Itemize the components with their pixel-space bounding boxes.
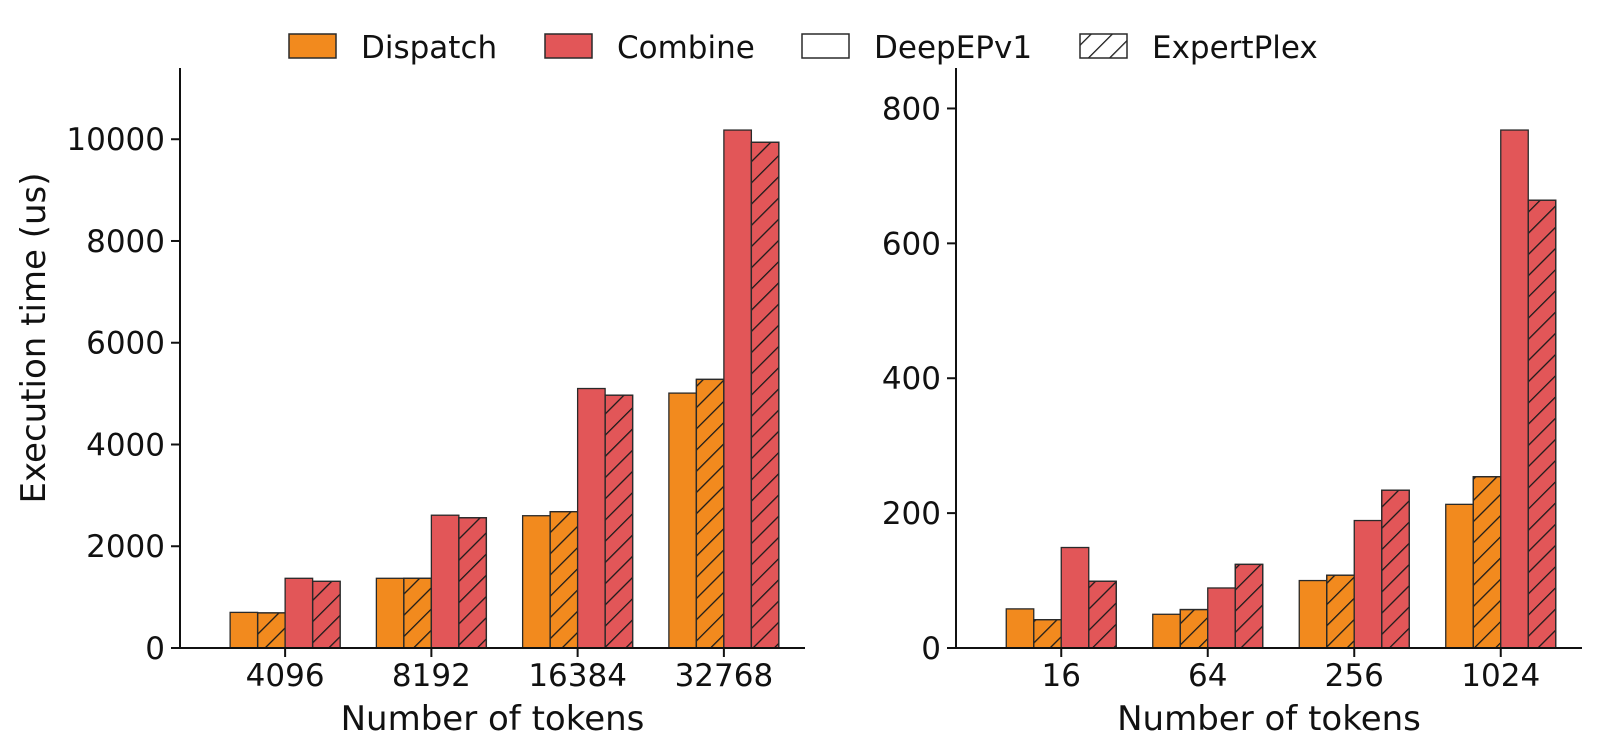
x-tick-label: 1024 bbox=[1461, 658, 1540, 694]
bar-dispatch-deepepv1-32768 bbox=[668, 392, 698, 649]
legend-swatch-expertplex bbox=[1079, 33, 1128, 59]
y-tick-label: 0 bbox=[145, 631, 165, 667]
x-tick-label: 16 bbox=[1042, 658, 1081, 694]
x-tick-label: 64 bbox=[1188, 658, 1227, 694]
bar-hatch-dispatch-expertplex-32768 bbox=[695, 378, 725, 649]
chart-legend: Dispatch Combine DeepEPv1 ExpertPlex bbox=[288, 30, 1318, 66]
bar-hatch-combine-expertplex-64 bbox=[1234, 563, 1264, 649]
bar-hatch-combine-expertplex-16384 bbox=[604, 394, 634, 649]
x-tick-label: 256 bbox=[1325, 658, 1384, 694]
bar-hatch-combine-expertplex-16 bbox=[1088, 580, 1117, 649]
bar-combine-deepepv1-64 bbox=[1207, 587, 1236, 649]
y-tick-label: 200 bbox=[882, 496, 941, 532]
bar-dispatch-deepepv1-256 bbox=[1298, 579, 1328, 649]
bar-combine-deepepv1-16 bbox=[1060, 546, 1090, 649]
bar-hatch-combine-expertplex-4096 bbox=[311, 580, 341, 649]
x-tick-label: 32768 bbox=[675, 658, 774, 694]
y-axis-label: Execution time (us) bbox=[14, 172, 54, 503]
bar-hatch-dispatch-expertplex-1024 bbox=[1472, 476, 1502, 649]
y-tick-label: 2000 bbox=[86, 529, 165, 565]
bar-hatch-dispatch-expertplex-16384 bbox=[549, 510, 579, 649]
bar-combine-deepepv1-32768 bbox=[723, 129, 753, 649]
x-axis-label: Number of tokens bbox=[1117, 699, 1421, 739]
bar-combine-deepepv1-1024 bbox=[1500, 129, 1529, 649]
bar-hatch-dispatch-expertplex-256 bbox=[1326, 574, 1355, 649]
bar-hatch-dispatch-expertplex-16 bbox=[1033, 619, 1062, 649]
bar-combine-deepepv1-16384 bbox=[576, 387, 606, 649]
bar-hatch-dispatch-expertplex-8192 bbox=[403, 577, 433, 649]
bar-combine-deepepv1-4096 bbox=[284, 577, 314, 649]
x-tick-label: 8192 bbox=[392, 658, 471, 694]
bar-hatch-combine-expertplex-1024 bbox=[1527, 199, 1557, 649]
bar-hatch-combine-expertplex-8192 bbox=[458, 517, 488, 649]
y-tick-label: 10000 bbox=[66, 122, 165, 158]
bar-dispatch-deepepv1-16384 bbox=[521, 515, 551, 649]
chart-panel-left: 0 2000 4000 6000 8000 10000 4096 8192 16384 32768… bbox=[14, 68, 805, 739]
bar-dispatch-deepepv1-1024 bbox=[1445, 503, 1474, 649]
bar-combine-deepepv1-256 bbox=[1353, 519, 1383, 649]
y-tick-label: 0 bbox=[921, 631, 941, 667]
legend-label-expertplex: ExpertPlex bbox=[1152, 30, 1318, 66]
bar-hatch-combine-expertplex-256 bbox=[1381, 489, 1410, 649]
y-tick-label: 8000 bbox=[86, 224, 165, 260]
legend-swatch-deepepv1 bbox=[801, 33, 850, 59]
bar-dispatch-deepepv1-4096 bbox=[229, 611, 259, 649]
bar-hatch-dispatch-expertplex-4096 bbox=[256, 612, 286, 649]
legend-swatch-dispatch bbox=[288, 33, 337, 59]
y-tick-label: 600 bbox=[882, 226, 941, 262]
y-tick-label: 800 bbox=[882, 91, 941, 127]
y-tick-label: 400 bbox=[882, 361, 941, 397]
bar-dispatch-deepepv1-64 bbox=[1152, 613, 1181, 649]
legend-label-deepepv1: DeepEPv1 bbox=[874, 30, 1032, 66]
y-tick-label: 6000 bbox=[86, 326, 165, 362]
x-tick-label: 16384 bbox=[528, 658, 627, 694]
bar-hatch-combine-expertplex-32768 bbox=[750, 141, 780, 649]
legend-label-dispatch: Dispatch bbox=[361, 30, 497, 66]
x-tick-label: 4096 bbox=[246, 658, 325, 694]
chart-panel-right: 0 200 400 600 800 16 64 256 1024 Number of tokens bbox=[882, 68, 1582, 739]
legend-swatch-combine bbox=[544, 33, 593, 59]
y-tick-label: 4000 bbox=[86, 427, 165, 463]
bar-combine-deepepv1-8192 bbox=[430, 514, 460, 649]
bar-dispatch-deepepv1-8192 bbox=[375, 577, 405, 649]
legend-label-combine: Combine bbox=[617, 30, 755, 66]
bar-dispatch-deepepv1-16 bbox=[1005, 608, 1035, 649]
bar-hatch-dispatch-expertplex-64 bbox=[1179, 608, 1209, 649]
x-axis-label: Number of tokens bbox=[341, 699, 645, 739]
